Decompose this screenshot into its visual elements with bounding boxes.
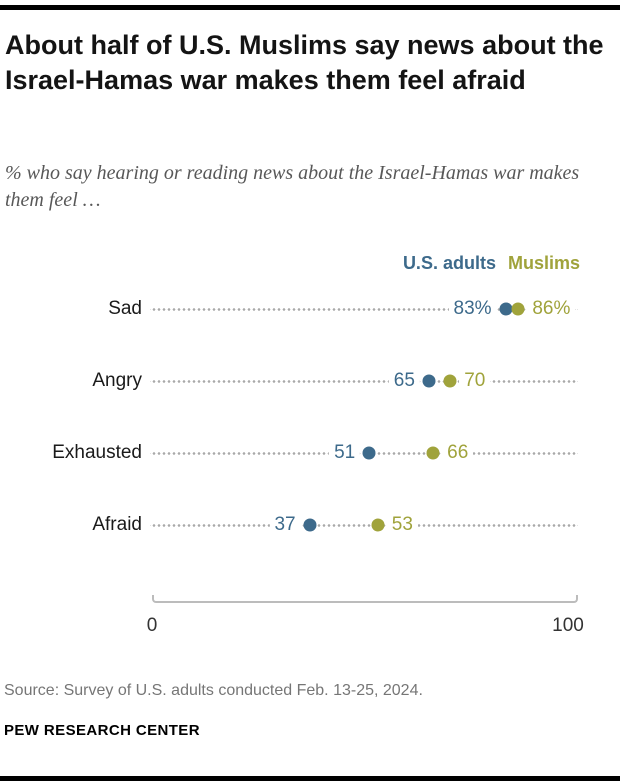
chart-subtitle: % who say hearing or reading news about … xyxy=(5,162,580,211)
category-label: Afraid xyxy=(92,514,142,535)
value-label-us-adults: 37 xyxy=(269,514,301,536)
chart-row: Exhausted 51 66 xyxy=(0,417,620,489)
chart-row: Sad 83% 86% xyxy=(0,273,620,345)
dotted-leader-line xyxy=(150,379,578,383)
legend-muslims: Muslims xyxy=(507,253,580,273)
x-tick-max: 100 xyxy=(552,615,584,636)
data-point-us-adults xyxy=(303,518,317,532)
dotted-leader-line xyxy=(150,523,578,527)
bottom-rule xyxy=(0,776,620,781)
value-label-muslims: 53 xyxy=(386,514,418,536)
source-note: Source: Survey of U.S. adults conducted … xyxy=(4,682,423,699)
category-label: Sad xyxy=(108,298,142,319)
data-point-muslims xyxy=(511,302,525,316)
data-point-us-adults xyxy=(362,446,376,460)
chart-row: Afraid 37 53 xyxy=(0,489,620,561)
data-point-muslims xyxy=(443,374,457,388)
top-rule xyxy=(0,5,620,10)
x-axis xyxy=(152,595,578,603)
value-label-us-adults: 83% xyxy=(448,298,497,320)
data-point-muslims xyxy=(426,446,440,460)
dotted-leader-line xyxy=(150,307,578,311)
category-label: Angry xyxy=(92,370,142,391)
chart-rows: Sad 83% 86% Angry 65 70 Exhausted 51 66 Afraid 37 5… xyxy=(0,273,620,561)
data-point-us-adults xyxy=(422,374,436,388)
chart-title: About half of U.S. Muslims say news abou… xyxy=(5,30,604,95)
legend-us-adults: U.S. adults xyxy=(402,253,496,273)
value-label-muslims: 70 xyxy=(459,370,491,392)
pew-research-center-wordmark: PEW RESEARCH CENTER xyxy=(4,722,200,739)
data-point-muslims xyxy=(371,518,385,532)
value-label-muslims: 86% xyxy=(527,298,576,320)
chart-row: Angry 65 70 xyxy=(0,345,620,417)
value-label-us-adults: 65 xyxy=(388,370,420,392)
data-point-us-adults xyxy=(499,302,513,316)
value-label-muslims: 66 xyxy=(442,442,474,464)
dot-plot-chart: U.S. adults Muslims Sad 83% 86% Angry 65 70 Ex… xyxy=(0,245,620,665)
x-tick-min: 0 xyxy=(146,615,158,636)
value-label-us-adults: 51 xyxy=(329,442,361,464)
legend: U.S. adults Muslims xyxy=(396,253,580,274)
category-label: Exhausted xyxy=(52,442,142,463)
